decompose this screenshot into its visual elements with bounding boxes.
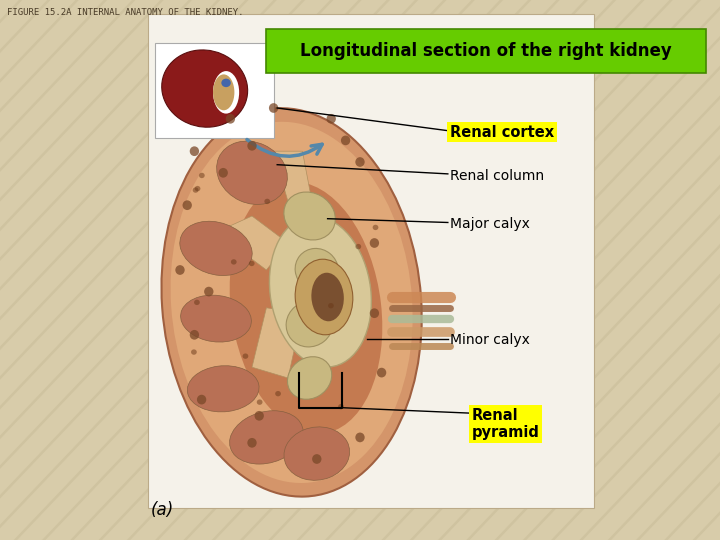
Ellipse shape [356, 157, 365, 167]
Polygon shape [274, 151, 317, 227]
Ellipse shape [295, 248, 338, 292]
Ellipse shape [275, 391, 281, 396]
Ellipse shape [190, 146, 199, 156]
Polygon shape [252, 308, 302, 378]
Ellipse shape [328, 303, 334, 308]
Text: Renal column: Renal column [450, 168, 544, 183]
Ellipse shape [194, 300, 199, 305]
Ellipse shape [204, 287, 213, 296]
Ellipse shape [197, 395, 207, 404]
Ellipse shape [243, 354, 248, 359]
FancyBboxPatch shape [266, 29, 706, 73]
Ellipse shape [287, 357, 332, 399]
Ellipse shape [247, 141, 256, 151]
Ellipse shape [255, 411, 264, 421]
Ellipse shape [213, 71, 239, 113]
Ellipse shape [247, 438, 256, 448]
Text: Renal cortex: Renal cortex [450, 125, 554, 140]
Ellipse shape [373, 225, 379, 230]
Ellipse shape [171, 122, 413, 483]
Ellipse shape [193, 187, 199, 193]
Ellipse shape [356, 433, 365, 442]
Ellipse shape [181, 295, 251, 342]
Ellipse shape [341, 136, 350, 145]
Ellipse shape [199, 173, 204, 178]
Text: (a): (a) [150, 502, 174, 519]
Ellipse shape [180, 221, 252, 275]
Ellipse shape [194, 186, 200, 191]
Ellipse shape [217, 141, 287, 205]
Ellipse shape [231, 259, 237, 265]
Ellipse shape [370, 308, 379, 318]
Ellipse shape [312, 454, 322, 464]
Ellipse shape [356, 244, 361, 249]
Polygon shape [216, 216, 288, 270]
Ellipse shape [377, 368, 387, 377]
Ellipse shape [230, 182, 382, 434]
Ellipse shape [162, 50, 248, 127]
Text: Longitudinal section of the right kidney: Longitudinal section of the right kidney [300, 42, 672, 60]
Text: Minor calyx: Minor calyx [450, 333, 530, 347]
Ellipse shape [190, 330, 199, 340]
Ellipse shape [191, 349, 197, 355]
Ellipse shape [183, 200, 192, 210]
Ellipse shape [370, 238, 379, 248]
Ellipse shape [264, 199, 270, 204]
Ellipse shape [338, 404, 344, 409]
Ellipse shape [161, 108, 422, 497]
Ellipse shape [219, 168, 228, 178]
Ellipse shape [284, 427, 350, 480]
FancyBboxPatch shape [155, 43, 274, 138]
Ellipse shape [249, 261, 255, 266]
Ellipse shape [221, 79, 231, 87]
FancyBboxPatch shape [148, 14, 594, 508]
Ellipse shape [230, 411, 303, 464]
Ellipse shape [226, 114, 235, 124]
Text: FIGURE 15.2A INTERNAL ANATOMY OF THE KIDNEY.: FIGURE 15.2A INTERNAL ANATOMY OF THE KID… [7, 8, 243, 17]
Ellipse shape [257, 400, 263, 405]
Ellipse shape [311, 273, 344, 321]
Ellipse shape [269, 216, 372, 367]
Ellipse shape [187, 366, 259, 412]
Ellipse shape [295, 259, 353, 335]
Ellipse shape [176, 265, 185, 275]
Ellipse shape [284, 192, 336, 240]
Ellipse shape [327, 114, 336, 124]
Ellipse shape [269, 103, 279, 113]
Ellipse shape [213, 75, 235, 110]
Text: Renal
pyramid: Renal pyramid [472, 408, 539, 440]
Text: Major calyx: Major calyx [450, 217, 530, 231]
Ellipse shape [286, 301, 333, 347]
